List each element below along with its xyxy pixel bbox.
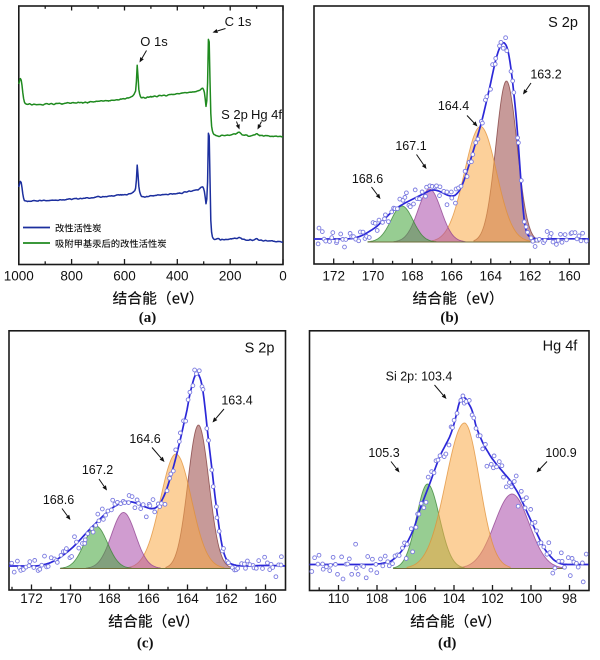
svg-text:168: 168 [401,269,424,284]
svg-text:O 1s: O 1s [140,34,168,49]
svg-text:C 1s: C 1s [225,14,252,29]
svg-text:(b): (b) [440,310,458,326]
svg-text:Hg 4f: Hg 4f [543,339,579,355]
svg-text:172: 172 [322,269,345,284]
svg-text:164: 164 [480,269,503,284]
svg-text:100: 100 [520,591,543,606]
svg-text:100.9: 100.9 [545,446,576,460]
svg-text:108: 108 [366,591,389,606]
svg-text:106: 106 [404,591,427,606]
svg-text:200: 200 [219,269,242,284]
svg-text:167.1: 167.1 [395,139,426,153]
svg-text:168.6: 168.6 [352,172,383,186]
svg-text:168.6: 168.6 [43,493,74,507]
svg-text:98: 98 [562,591,577,606]
svg-text:170: 170 [59,591,82,606]
svg-text:400: 400 [166,269,189,284]
svg-text:0: 0 [279,269,287,284]
svg-text:160: 160 [254,591,277,606]
svg-text:162: 162 [519,269,542,284]
svg-text:1000: 1000 [4,269,34,284]
svg-text:(a): (a) [139,310,157,326]
svg-text:Hg 4f: Hg 4f [251,107,282,122]
svg-text:170: 170 [362,269,385,284]
svg-text:800: 800 [60,269,83,284]
svg-text:164: 164 [176,591,199,606]
svg-text:104: 104 [443,591,466,606]
svg-text:164.6: 164.6 [129,432,160,446]
svg-text:162: 162 [215,591,238,606]
svg-text:110: 110 [328,591,350,606]
svg-text:166: 166 [440,269,463,284]
svg-text:166: 166 [137,591,160,606]
svg-text:(d): (d) [438,636,456,652]
svg-text:163.4: 163.4 [221,394,252,408]
svg-text:172: 172 [20,591,43,606]
svg-text:105.3: 105.3 [368,446,399,460]
svg-text:168: 168 [98,591,121,606]
svg-text:160: 160 [558,269,581,284]
svg-text:164.4: 164.4 [438,99,469,113]
svg-text:102: 102 [481,591,504,606]
svg-text:S 2p: S 2p [245,341,275,357]
svg-text:167.2: 167.2 [82,463,113,477]
svg-text:(c): (c) [137,636,154,652]
svg-text:600: 600 [113,269,136,284]
svg-text:S 2p: S 2p [548,15,578,31]
svg-text:Si 2p: 103.4: Si 2p: 103.4 [386,370,453,384]
svg-text:S 2p: S 2p [221,107,248,122]
svg-text:163.2: 163.2 [530,68,561,82]
